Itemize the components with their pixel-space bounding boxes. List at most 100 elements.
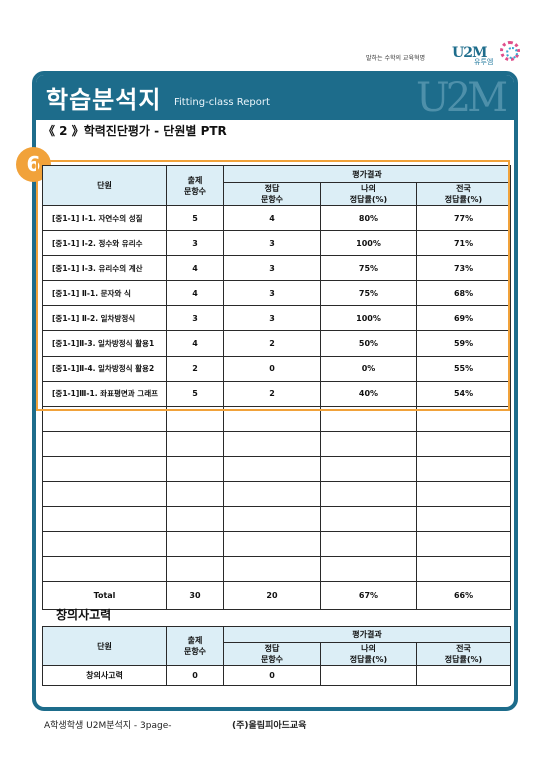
creative-header-my-rate: 나의 정답률(%): [320, 642, 417, 666]
cell-my-rate: 0%: [320, 355, 417, 382]
empty-row: [42, 506, 512, 533]
empty-cell: [223, 556, 321, 583]
brand-logo: U2M: [452, 45, 487, 61]
empty-cell: [223, 430, 321, 457]
cell-unit: [중1-1]Ⅱ-3. 일차방정식 활용1: [42, 330, 167, 357]
empty-cell: [415, 531, 512, 558]
empty-cell: [166, 455, 224, 483]
cell-unit: [중1-1] Ⅰ-3. 유리수의 계산: [42, 255, 167, 282]
page-title: 학습분석지: [46, 86, 162, 114]
page-subtitle: Fitting-class Report: [174, 97, 270, 108]
empty-cell: [320, 531, 417, 558]
empty-cell: [42, 531, 167, 558]
empty-row: [42, 430, 512, 457]
total-cell-count: 30: [166, 581, 224, 611]
cell-unit: [중1-1]Ⅲ-1. 좌표평면과 그래프: [42, 380, 167, 407]
total-cell-my-rate: 67%: [320, 581, 417, 611]
creative-cell-correct: 0: [223, 665, 321, 686]
header-unit: 단원: [42, 165, 167, 206]
empty-cell: [223, 455, 321, 483]
cell-count: 4: [166, 255, 224, 282]
creative-header-result: 평가결과: [222, 626, 512, 643]
empty-cell: [42, 430, 167, 457]
table-row: [중1-1] Ⅰ-3. 유리수의 계산 4 3 75% 73%: [42, 255, 512, 282]
cell-national-rate: 77%: [415, 204, 512, 232]
table-row: [중1-1]Ⅱ-3. 일차방정식 활용1 4 2 50% 59%: [42, 330, 512, 357]
empty-cell: [166, 506, 224, 533]
cell-national-rate: 71%: [415, 230, 512, 257]
cell-my-rate: 40%: [320, 380, 417, 407]
empty-cell: [166, 556, 224, 583]
empty-cell: [223, 531, 321, 558]
footer-company: (주)올림피아드교육: [232, 721, 307, 731]
cell-national-rate: 73%: [415, 255, 512, 282]
banner-watermark-logo: U2M: [416, 75, 508, 121]
cell-national-rate: 55%: [415, 355, 512, 382]
cell-national-rate: 54%: [415, 380, 512, 407]
cell-my-rate: 75%: [320, 280, 417, 307]
empty-cell: [415, 556, 512, 583]
cell-count: 5: [166, 380, 224, 407]
cell-my-rate: 50%: [320, 330, 417, 357]
creative-table: 단원 출제 문항수 평가결과 정답 문항수 나의 정답률(%) 전국 정답률(%…: [42, 626, 512, 686]
empty-cell: [415, 405, 512, 432]
cell-national-rate: 59%: [415, 330, 512, 357]
header-my-rate: 나의 정답률(%): [320, 182, 417, 206]
creative-title: 창의사고력: [56, 608, 112, 622]
empty-cell: [320, 455, 417, 483]
cell-count: 3: [166, 230, 224, 257]
cell-correct: 2: [223, 330, 321, 357]
empty-cell: [166, 405, 224, 432]
brand-header: 말하는 수학의 교육혁명 U2M 유투엠: [366, 41, 526, 73]
footer-page-label: A학생학생 U2M분석지 - 3page-: [44, 721, 172, 731]
header-national-rate: 전국 정답률(%): [415, 182, 512, 206]
empty-cell: [166, 531, 224, 558]
cell-count: 5: [166, 204, 224, 232]
total-cell-national-rate: 66%: [415, 581, 512, 611]
empty-cell: [320, 405, 417, 432]
creative-cell-count: 0: [166, 665, 224, 686]
creative-header-national-rate: 전국 정답률(%): [415, 642, 512, 666]
empty-cell: [320, 481, 417, 508]
empty-cell: [42, 455, 167, 483]
cell-count: 2: [166, 355, 224, 382]
empty-cell: [166, 430, 224, 457]
empty-cell: [320, 506, 417, 533]
empty-cell: [166, 481, 224, 508]
cell-unit: [중1-1]Ⅱ-4. 일차방정식 활용2: [42, 355, 167, 382]
creative-cell-national-rate: [415, 665, 512, 686]
cell-national-rate: 69%: [415, 305, 512, 332]
empty-row: [42, 455, 512, 483]
empty-cell: [415, 430, 512, 457]
empty-row: [42, 481, 512, 508]
creative-cell-my-rate: [320, 665, 417, 686]
cell-count: 4: [166, 330, 224, 357]
section-title: 《 2 》학력진단평가 - 단원별 PTR: [43, 124, 227, 138]
empty-row: [42, 556, 512, 583]
table-row: [중1-1]Ⅱ-4. 일차방정식 활용2 2 0 0% 55%: [42, 355, 512, 382]
ptr-table: 단원 출제 문항수 평가결과 정답 문항수 나의 정답률(%) 전국 정답률(%…: [42, 165, 512, 611]
empty-cell: [320, 430, 417, 457]
table-row: [중1-1] Ⅱ-1. 문자와 식 4 3 75% 68%: [42, 280, 512, 307]
creative-header-unit: 단원: [42, 626, 167, 666]
empty-cell: [415, 455, 512, 483]
title-banner: 학습분석지 Fitting-class Report U2M: [36, 75, 514, 121]
cell-correct: 4: [223, 204, 321, 232]
empty-row: [42, 405, 512, 432]
header-correct: 정답 문항수: [223, 182, 321, 206]
table-row: [중1-1] Ⅰ-2. 정수와 유리수 3 3 100% 71%: [42, 230, 512, 257]
cell-correct: 0: [223, 355, 321, 382]
empty-row: [42, 531, 512, 558]
empty-cell: [415, 481, 512, 508]
empty-cell: [223, 506, 321, 533]
cell-correct: 3: [223, 305, 321, 332]
cell-my-rate: 75%: [320, 255, 417, 282]
cell-correct: 3: [223, 280, 321, 307]
cell-unit: [중1-1] Ⅱ-1. 문자와 식: [42, 280, 167, 307]
cell-my-rate: 100%: [320, 305, 417, 332]
table-row: [중1-1]Ⅲ-1. 좌표평면과 그래프 5 2 40% 54%: [42, 380, 512, 407]
cell-my-rate: 100%: [320, 230, 417, 257]
cell-unit: [중1-1] Ⅰ-1. 자연수의 성질: [42, 204, 167, 232]
cell-count: 3: [166, 305, 224, 332]
cell-national-rate: 68%: [415, 280, 512, 307]
